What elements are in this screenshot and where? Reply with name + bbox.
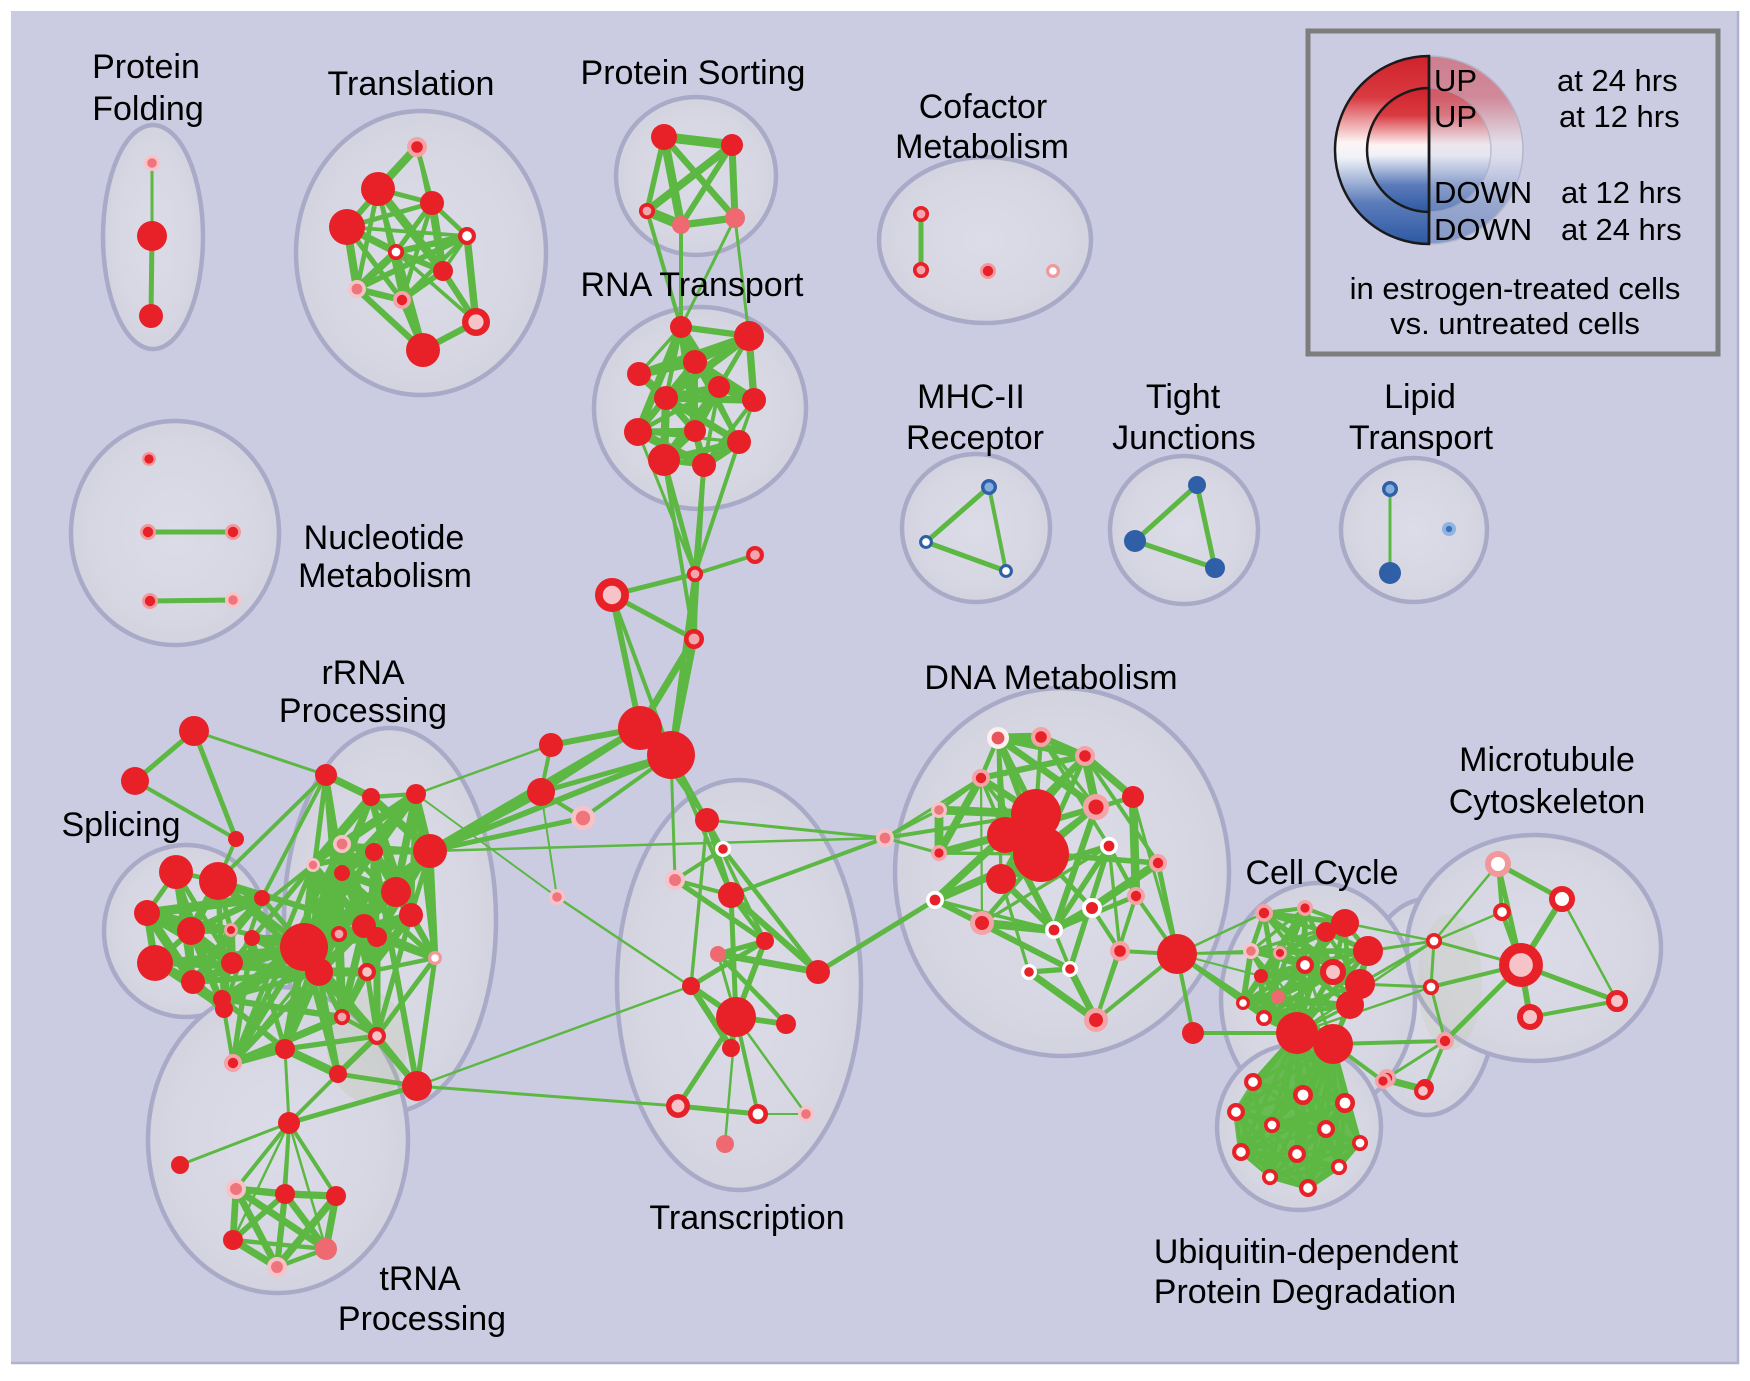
svg-text:Metabolism: Metabolism	[895, 128, 1069, 166]
svg-text:Cytoskeleton: Cytoskeleton	[1449, 783, 1646, 821]
svg-text:DOWN: DOWN	[1434, 212, 1532, 247]
svg-text:Receptor: Receptor	[906, 419, 1044, 457]
svg-text:tRNA: tRNA	[379, 1260, 461, 1298]
svg-text:Ubiquitin-dependent: Ubiquitin-dependent	[1154, 1233, 1459, 1271]
svg-text:at 12 hrs: at 12 hrs	[1561, 175, 1682, 210]
svg-text:Protein: Protein	[92, 48, 200, 86]
svg-text:MHC-II: MHC-II	[917, 378, 1025, 416]
svg-text:Protein Sorting: Protein Sorting	[581, 54, 806, 92]
svg-text:at 24 hrs: at 24 hrs	[1561, 212, 1682, 247]
svg-text:Processing: Processing	[338, 1300, 506, 1338]
svg-text:Transport: Transport	[1349, 419, 1494, 457]
svg-text:Nucleotide: Nucleotide	[304, 519, 465, 557]
svg-text:Transcription: Transcription	[649, 1199, 844, 1237]
svg-text:vs. untreated cells: vs. untreated cells	[1390, 306, 1640, 341]
svg-text:Translation: Translation	[328, 65, 495, 103]
svg-text:Cell Cycle: Cell Cycle	[1245, 854, 1398, 892]
svg-text:Microtubule: Microtubule	[1459, 741, 1635, 779]
svg-text:at 12 hrs: at 12 hrs	[1559, 99, 1680, 134]
svg-text:Junctions: Junctions	[1112, 419, 1256, 457]
svg-text:Processing: Processing	[279, 692, 447, 730]
svg-text:UP: UP	[1434, 63, 1477, 98]
svg-text:rRNA: rRNA	[321, 654, 404, 692]
svg-text:UP: UP	[1434, 99, 1477, 134]
svg-text:Folding: Folding	[92, 90, 204, 128]
svg-text:in estrogen-treated cells: in estrogen-treated cells	[1350, 271, 1681, 306]
svg-text:DOWN: DOWN	[1434, 175, 1532, 210]
svg-text:Tight: Tight	[1146, 378, 1221, 416]
svg-text:Cofactor: Cofactor	[919, 88, 1048, 126]
svg-text:Metabolism: Metabolism	[298, 557, 472, 595]
svg-text:Splicing: Splicing	[61, 806, 180, 844]
svg-text:Lipid: Lipid	[1384, 378, 1456, 416]
svg-text:at 24 hrs: at 24 hrs	[1557, 63, 1678, 98]
svg-text:Protein Degradation: Protein Degradation	[1154, 1273, 1456, 1311]
svg-text:DNA Metabolism: DNA Metabolism	[924, 659, 1177, 697]
svg-text:RNA Transport: RNA Transport	[581, 266, 805, 304]
